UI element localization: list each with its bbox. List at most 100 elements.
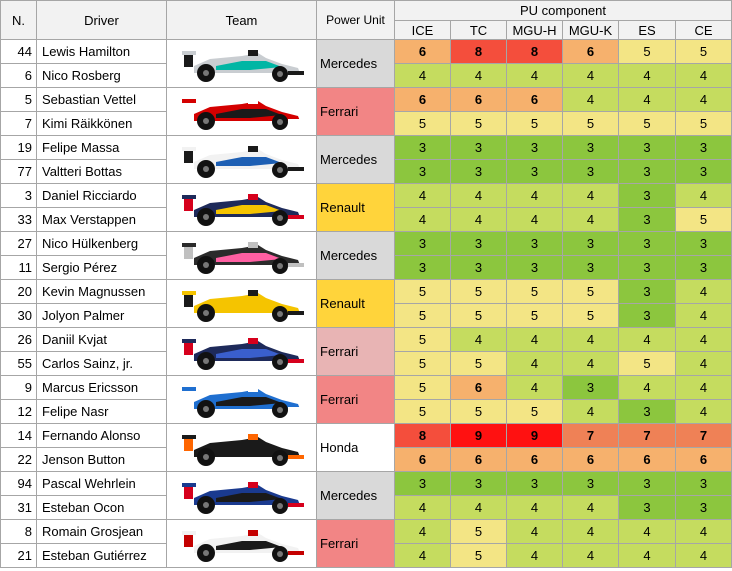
team-car-image <box>166 183 317 232</box>
table-row: 6 Nico Rosberg 4 4 4 4 4 4 <box>0 63 732 88</box>
table-body: 44 Lewis Hamilton Mercedes 6 8 8 6 5 5 6 Nico Rosb… <box>0 39 732 568</box>
pu-value-ice: 3 <box>394 159 451 184</box>
pu-value-mgu-h: 8 <box>506 39 563 64</box>
driver-name: Pascal Wehrlein <box>36 471 167 496</box>
pu-value-mgu-k: 6 <box>562 39 619 64</box>
pu-value-mgu-h: 3 <box>506 471 563 496</box>
driver-name: Lewis Hamilton <box>36 39 167 64</box>
f1-car-icon <box>181 193 304 226</box>
pu-value-ice: 4 <box>394 183 451 208</box>
pu-value-es: 6 <box>618 447 676 472</box>
table-row: 21 Esteban Gutiérrez 4 5 4 4 4 4 <box>0 543 732 568</box>
pu-value-es: 5 <box>618 111 676 136</box>
pu-value-es: 3 <box>618 399 676 424</box>
f1-car-icon <box>181 481 304 514</box>
f1-car-icon <box>181 385 304 418</box>
pu-value-ice: 6 <box>394 87 451 112</box>
pu-value-ice: 5 <box>394 327 451 352</box>
pu-value-ice: 5 <box>394 351 451 376</box>
table-row: 20 Kevin Magnussen Renault 5 5 5 5 3 4 <box>0 279 732 328</box>
pu-value-ce: 3 <box>675 231 732 256</box>
pu-value-ce: 3 <box>675 471 732 496</box>
header-es: ES <box>618 20 676 40</box>
f1-car-icon <box>181 145 304 178</box>
pu-value-tc: 5 <box>450 519 507 544</box>
pu-value-es: 4 <box>618 87 676 112</box>
pu-value-mgu-k: 6 <box>562 447 619 472</box>
pu-value-ice: 5 <box>394 303 451 328</box>
driver-number: 77 <box>0 159 37 184</box>
driver-number: 11 <box>0 255 37 280</box>
pu-value-ce: 3 <box>675 159 732 184</box>
team-car-image <box>166 279 317 328</box>
header-ce: CE <box>675 20 732 40</box>
header-mgu-h: MGU-H <box>506 20 563 40</box>
f1-car-icon <box>181 97 304 130</box>
pu-value-tc: 5 <box>450 303 507 328</box>
driver-number: 94 <box>0 471 37 496</box>
driver-name: Daniel Ricciardo <box>36 183 167 208</box>
driver-number: 5 <box>0 87 37 112</box>
team-car-image <box>166 375 317 424</box>
pu-value-tc: 4 <box>450 63 507 88</box>
pu-value-ce: 4 <box>675 543 732 568</box>
table-row: 22 Jenson Button 6 6 6 6 6 6 <box>0 447 732 472</box>
pu-value-ice: 3 <box>394 255 451 280</box>
table-row: 55 Carlos Sainz, jr. 5 5 4 4 5 4 <box>0 351 732 376</box>
header-pu-component: PU component <box>394 0 732 21</box>
pu-value-es: 3 <box>618 495 676 520</box>
pu-value-ce: 4 <box>675 63 732 88</box>
pu-value-ce: 4 <box>675 87 732 112</box>
team-car-image <box>166 87 317 136</box>
pu-value-mgu-h: 4 <box>506 543 563 568</box>
driver-number: 55 <box>0 351 37 376</box>
driver-number: 8 <box>0 519 37 544</box>
pu-value-ce: 4 <box>675 279 732 304</box>
pu-value-ice: 5 <box>394 111 451 136</box>
header-driver: Driver <box>36 0 167 40</box>
pu-value-mgu-k: 3 <box>562 255 619 280</box>
pu-value-tc: 3 <box>450 135 507 160</box>
table-row: 26 Daniil Kvjat Ferrari 5 4 4 4 4 4 <box>0 327 732 376</box>
pu-value-mgu-h: 5 <box>506 399 563 424</box>
pu-value-mgu-k: 4 <box>562 519 619 544</box>
power-unit-cell: Honda <box>316 423 395 472</box>
driver-name: Sebastian Vettel <box>36 87 167 112</box>
table-row: 5 Sebastian Vettel Ferrari 6 6 6 4 4 4 <box>0 87 732 136</box>
power-unit-cell: Ferrari <box>316 519 395 568</box>
driver-number: 3 <box>0 183 37 208</box>
power-unit-cell: Mercedes <box>316 39 395 88</box>
pu-value-es: 7 <box>618 423 676 448</box>
pu-value-tc: 5 <box>450 279 507 304</box>
f1-car-icon <box>181 49 304 82</box>
pu-value-es: 3 <box>618 471 676 496</box>
driver-number: 20 <box>0 279 37 304</box>
pu-value-mgu-h: 5 <box>506 279 563 304</box>
pu-value-tc: 4 <box>450 207 507 232</box>
pu-value-tc: 8 <box>450 39 507 64</box>
pu-value-es: 4 <box>618 63 676 88</box>
header-team: Team <box>166 0 317 40</box>
pu-value-es: 4 <box>618 375 676 400</box>
pu-value-es: 3 <box>618 231 676 256</box>
power-unit-cell: Mercedes <box>316 231 395 280</box>
power-unit-cell: Renault <box>316 183 395 232</box>
pu-value-ice: 3 <box>394 231 451 256</box>
driver-number: 12 <box>0 399 37 424</box>
driver-name: Felipe Nasr <box>36 399 167 424</box>
pu-value-mgu-k: 4 <box>562 87 619 112</box>
driver-number: 14 <box>0 423 37 448</box>
driver-name: Kimi Räikkönen <box>36 111 167 136</box>
power-unit-cell: Ferrari <box>316 327 395 376</box>
driver-number: 33 <box>0 207 37 232</box>
pu-value-tc: 6 <box>450 87 507 112</box>
pu-value-ce: 5 <box>675 111 732 136</box>
pu-value-mgu-k: 4 <box>562 351 619 376</box>
pu-value-ice: 6 <box>394 447 451 472</box>
pu-value-mgu-h: 3 <box>506 159 563 184</box>
pu-value-ce: 3 <box>675 495 732 520</box>
header-tc: TC <box>450 20 507 40</box>
pu-value-tc: 9 <box>450 423 507 448</box>
pu-value-mgu-h: 6 <box>506 87 563 112</box>
pu-value-mgu-h: 4 <box>506 351 563 376</box>
